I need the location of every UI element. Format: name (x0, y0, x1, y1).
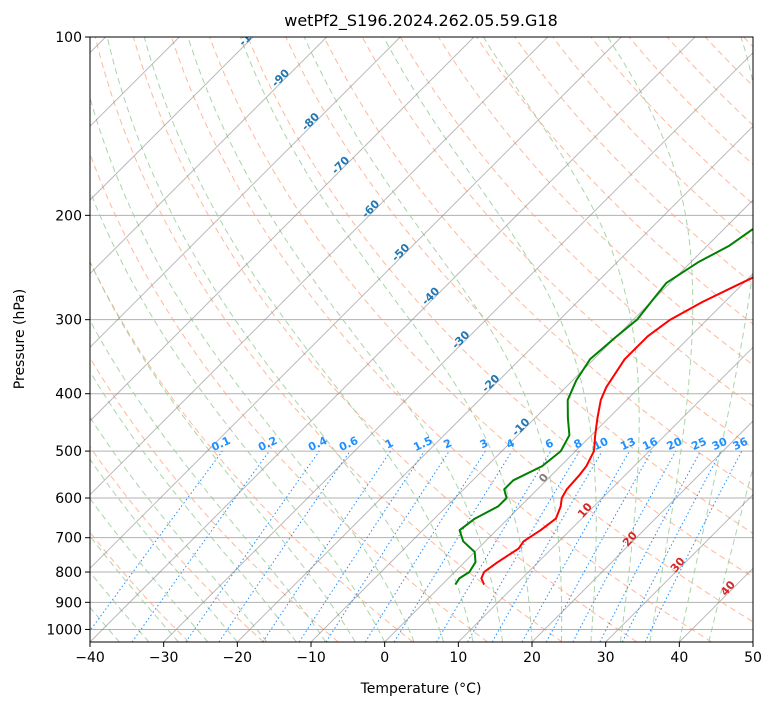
mixing-ratio-line (298, 450, 425, 642)
moist-adiabat (90, 497, 209, 642)
y-tick-label: 800 (55, 565, 82, 581)
x-tick-label: 10 (449, 650, 467, 666)
gridlines (90, 37, 753, 630)
moist-adiabats (90, 37, 753, 642)
mixing-ratio-lines (90, 450, 743, 642)
y-tick-label: 500 (55, 444, 82, 460)
dry-adiabat (209, 37, 753, 623)
mixing-ratio-line (521, 450, 630, 642)
x-tick-label: −30 (149, 650, 179, 666)
skewed-isotherm (605, 493, 753, 642)
moist-adiabat (383, 37, 597, 642)
mixing-ratio-label: 30 (710, 435, 730, 453)
x-tick-label: 30 (597, 650, 615, 666)
mixing-ratio-line (262, 450, 392, 642)
skewed-isotherm (90, 37, 254, 201)
mixing-ratio-line (393, 450, 513, 642)
dry-adiabat (514, 37, 753, 285)
dry-adiabat (132, 37, 638, 642)
mixing-ratio-line (325, 450, 450, 642)
x-tick-label: −10 (296, 650, 326, 666)
series-temperature-line (480, 276, 753, 585)
skewed-isotherm (457, 346, 753, 642)
dry-adiabat (323, 37, 753, 491)
x-axis-label: Temperature (°C) (360, 681, 482, 697)
y-tick-label: 100 (55, 30, 82, 46)
dry-adiabat (285, 37, 753, 535)
x-tick-label: 40 (670, 650, 688, 666)
moist-adiabat (90, 535, 179, 642)
moist-adiabat (607, 37, 694, 642)
moist-adiabat (90, 260, 356, 642)
axes: −40 −30 −20 −10 0 10 20 30 40 50 100 200 300 400 500 60… (46, 30, 762, 666)
mixing-ratio-label: 13 (618, 435, 637, 453)
dry-adiabat (90, 356, 339, 642)
data-series (454, 227, 753, 586)
y-tick-label: 300 (55, 313, 82, 329)
skewed-isotherm (90, 37, 475, 422)
x-tick-label: −40 (75, 650, 105, 666)
y-tick-label: 1000 (46, 622, 82, 638)
moist-adiabat (106, 37, 445, 642)
series-dewpoint-line (454, 227, 753, 586)
y-tick-label: 200 (55, 208, 82, 224)
mixing-ratio-label: 16 (640, 435, 660, 453)
y-tick-label: 600 (55, 491, 82, 507)
moist-adiabat (90, 458, 238, 642)
mixing-ratio-line (185, 450, 320, 642)
mixing-ratio-label: 10 (591, 435, 611, 453)
mixing-ratio-line (644, 450, 743, 642)
isotherm-label: -100 (236, 20, 265, 49)
skewed-isotherm (90, 37, 328, 275)
moist-adiabat (90, 370, 297, 642)
moist-adiabat (678, 37, 753, 642)
mixing-ratio-line (545, 450, 653, 642)
y-tick-label: 700 (55, 531, 82, 547)
x-tick-label: 20 (523, 650, 541, 666)
skewed-isotherm (531, 420, 753, 642)
mixing-ratio-line (90, 450, 223, 632)
skewed-isotherm (90, 37, 549, 496)
moist-adiabat (90, 189, 386, 642)
y-tick-label: 900 (55, 595, 82, 611)
skewed-isotherm (90, 37, 696, 642)
moist-adiabat (143, 37, 474, 642)
y-axis-label: Pressure (hPa) (12, 289, 28, 389)
moist-adiabat (90, 416, 268, 642)
dry-adiabat (90, 446, 264, 642)
moist-adiabat (303, 37, 563, 642)
dry-adiabat (171, 37, 712, 642)
dry-adiabat (476, 37, 753, 325)
plot-frame (89, 36, 754, 643)
x-tick-label: −20 (223, 650, 253, 666)
dry-adiabat (94, 37, 563, 642)
dry-adiabats (90, 37, 753, 642)
mixing-ratio-label: 36 (731, 435, 751, 453)
skewed-isotherm (384, 272, 753, 642)
mixing-ratio-line (218, 450, 351, 642)
x-tick-label: 50 (744, 650, 762, 666)
skewed-isotherm (163, 51, 753, 642)
moist-adiabat (187, 37, 503, 642)
skewed-isotherm (90, 37, 401, 349)
dry-adiabat (247, 37, 753, 578)
moist-adiabat (239, 37, 533, 642)
skewed-isotherm (90, 37, 622, 570)
x-tick-label: 0 (380, 650, 389, 666)
moist-adiabat (482, 37, 640, 642)
mixing-ratio-line (131, 450, 270, 642)
moist-adiabat (708, 466, 753, 642)
y-tick-label: 400 (55, 387, 82, 403)
chart-title: wetPf2_S196.2024.262.05.59.G18 (284, 11, 558, 31)
plot-area: -100-90-80-70-60-50-40-30-20-10010203040… (90, 20, 753, 642)
skewed-isotherm (236, 125, 753, 642)
mixing-ratio-label: 20 (665, 435, 685, 453)
moist-adiabat (90, 319, 327, 642)
mixing-ratio-line (572, 450, 677, 642)
mixing-ratio-label: 25 (689, 435, 708, 453)
